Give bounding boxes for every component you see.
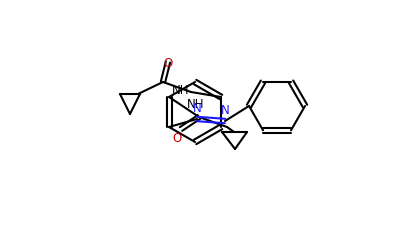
Text: N: N bbox=[193, 102, 201, 115]
Text: O: O bbox=[173, 132, 182, 145]
Text: N: N bbox=[221, 104, 229, 117]
Text: O: O bbox=[164, 57, 173, 70]
Text: NH: NH bbox=[187, 98, 204, 112]
Text: NH: NH bbox=[171, 84, 189, 97]
